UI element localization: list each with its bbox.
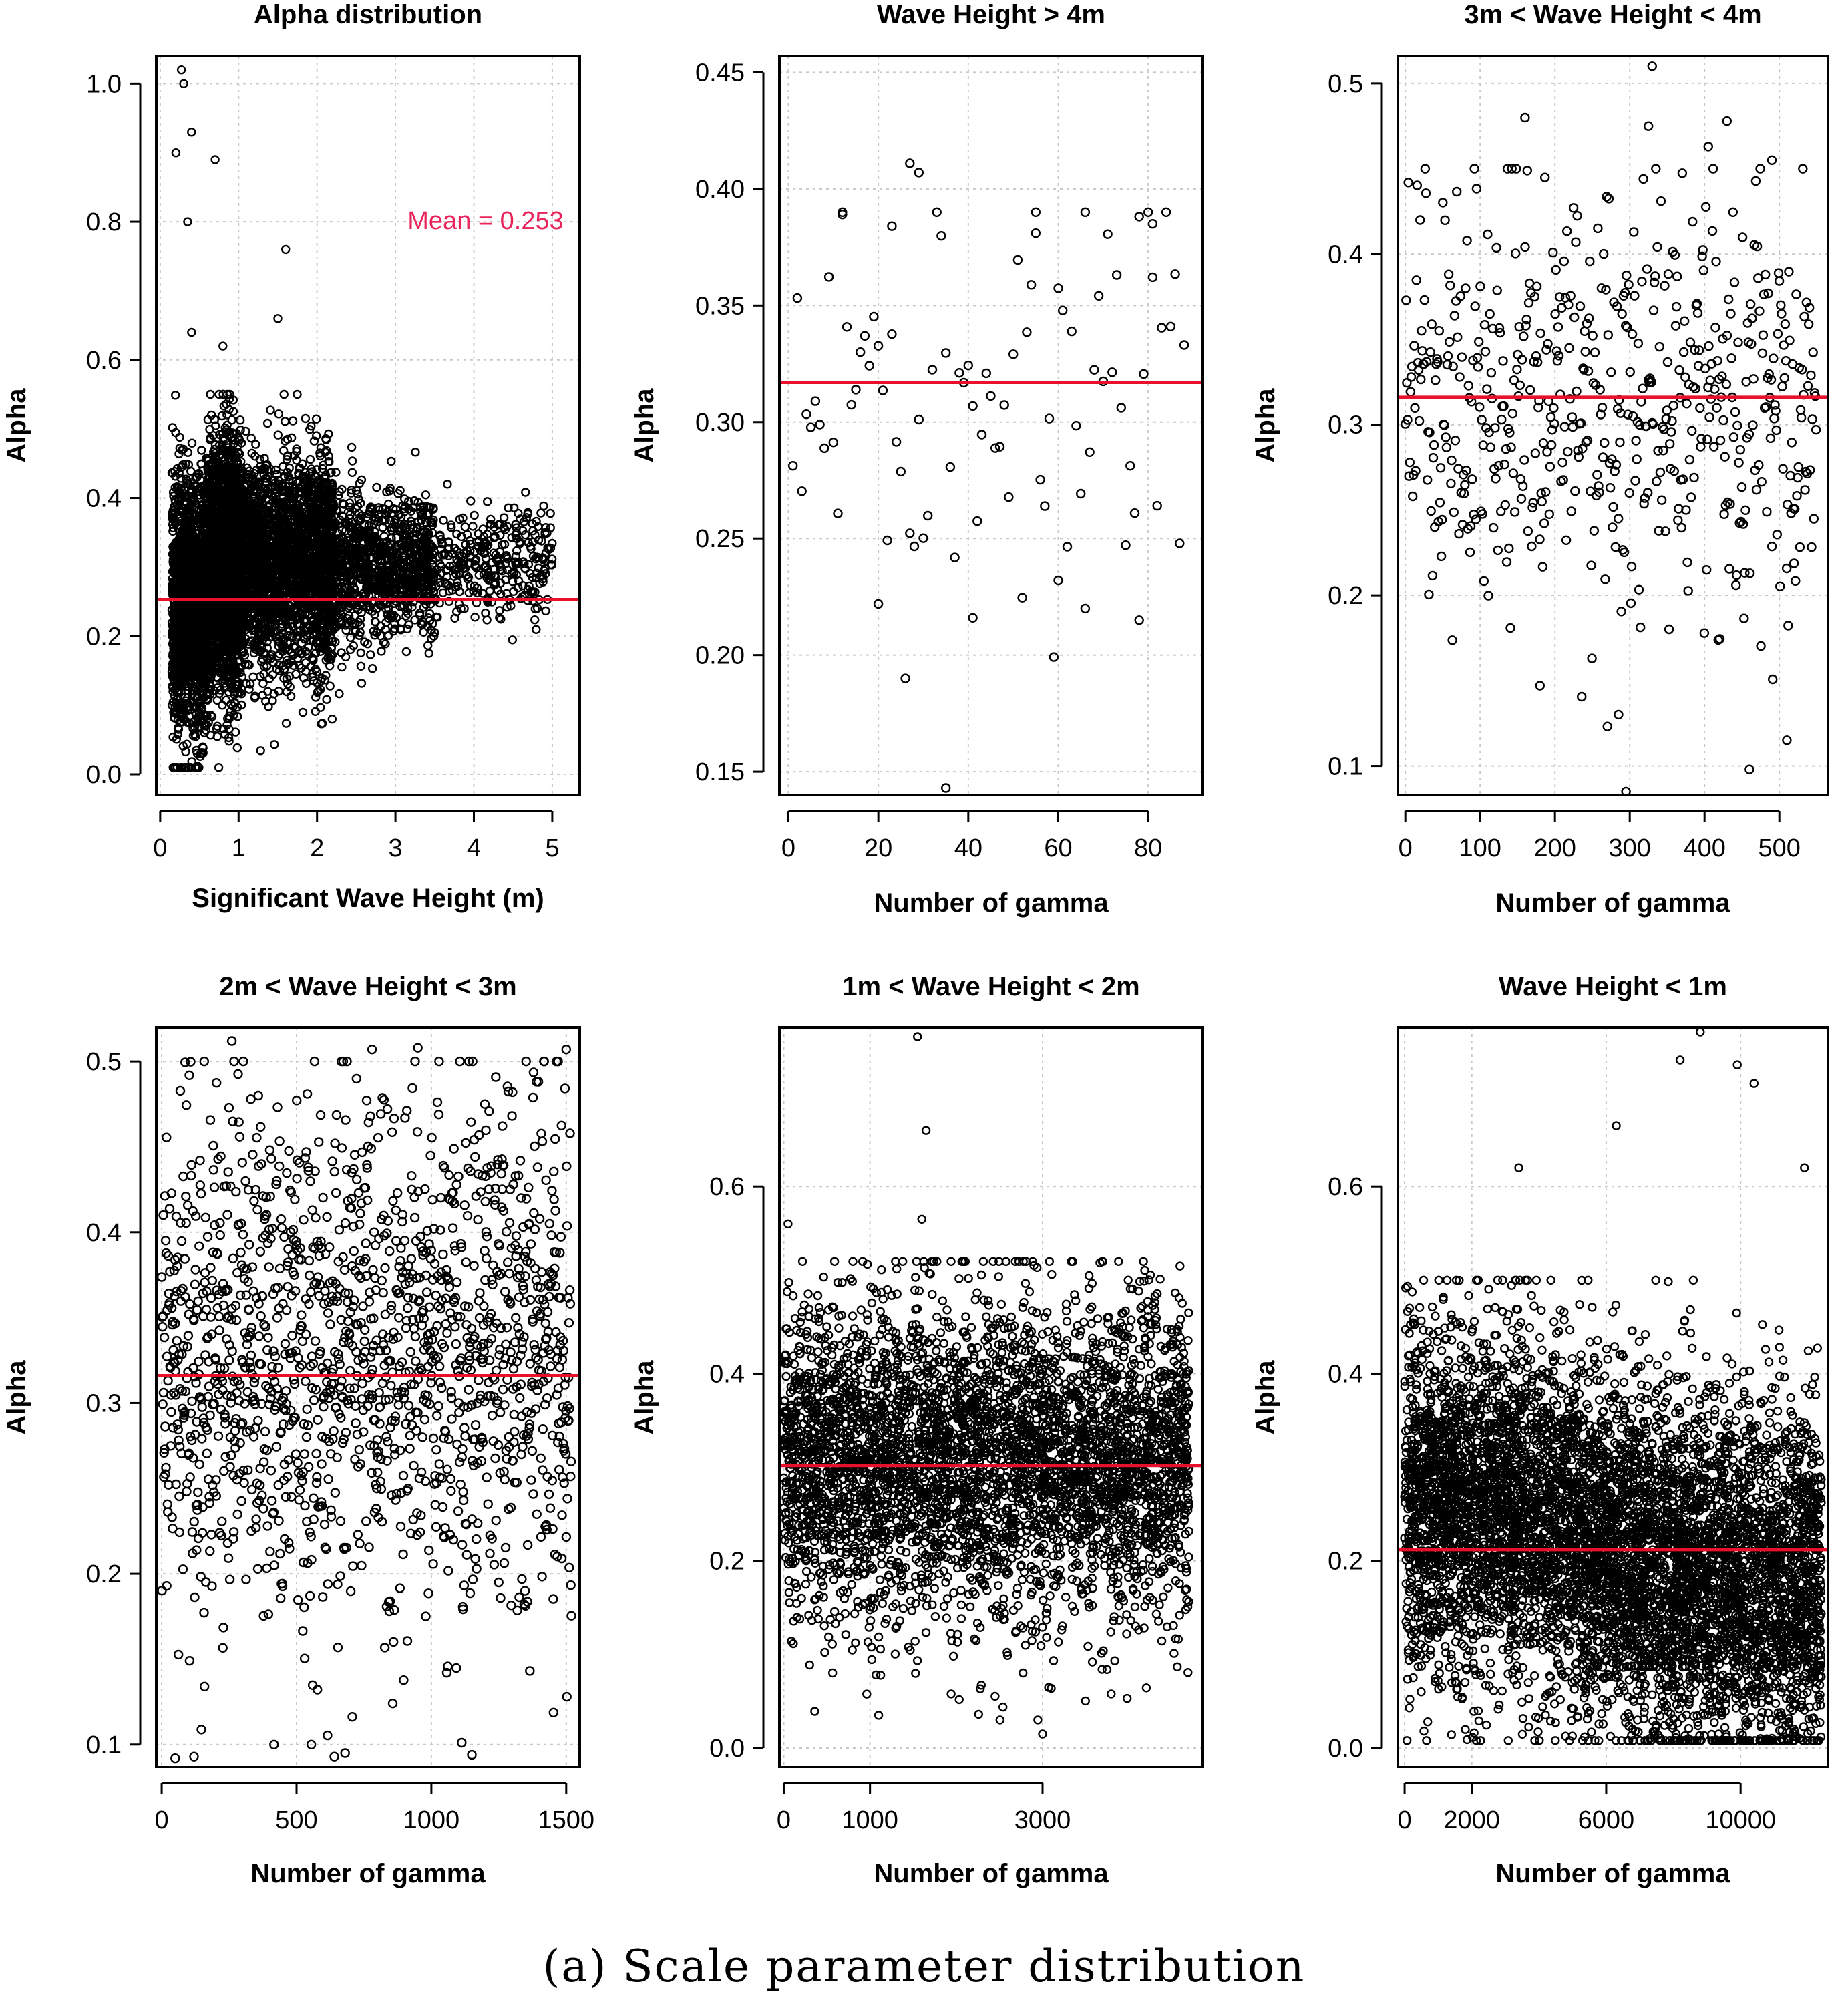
data-point bbox=[313, 415, 320, 423]
data-point bbox=[281, 417, 289, 425]
data-point bbox=[440, 517, 447, 524]
data-point bbox=[342, 653, 349, 661]
data-point bbox=[542, 607, 550, 615]
data-point bbox=[222, 697, 230, 704]
data-point bbox=[338, 649, 345, 657]
data-point bbox=[358, 680, 365, 687]
data-point bbox=[172, 391, 179, 399]
data-point bbox=[349, 458, 356, 465]
data-point bbox=[476, 572, 483, 579]
data-point bbox=[335, 690, 343, 697]
data-point bbox=[443, 480, 451, 488]
data-point bbox=[424, 642, 431, 649]
scale-parameter-figure: Alpha distribution Significant Wave Heig… bbox=[0, 0, 1848, 2010]
data-point bbox=[532, 626, 540, 633]
data-point bbox=[547, 510, 554, 517]
data-point bbox=[486, 587, 494, 595]
y-axis-label: Alpha bbox=[2, 388, 31, 463]
data-point bbox=[218, 412, 226, 420]
data-point bbox=[323, 696, 331, 703]
data-point bbox=[482, 609, 489, 617]
data-point bbox=[317, 704, 324, 711]
mean-annotation: Mean = 0.253 bbox=[407, 207, 563, 235]
data-point bbox=[215, 764, 222, 771]
data-point bbox=[274, 432, 282, 439]
data-point bbox=[373, 484, 380, 491]
data-point bbox=[329, 715, 336, 723]
data-point bbox=[496, 607, 503, 614]
data-point bbox=[307, 456, 314, 463]
panel-title: Alpha distribution bbox=[254, 0, 482, 29]
data-point bbox=[357, 649, 365, 657]
data-point bbox=[248, 434, 255, 442]
x-axis-label: Significant Wave Height (m) bbox=[192, 884, 544, 913]
data-point bbox=[540, 502, 548, 510]
data-point bbox=[461, 523, 469, 530]
data-point bbox=[377, 647, 385, 655]
panel-alpha-distribution: Alpha distribution Significant Wave Heig… bbox=[2, 0, 580, 913]
data-point bbox=[188, 440, 196, 447]
scatter-points bbox=[168, 66, 556, 771]
data-point bbox=[349, 469, 356, 476]
data-point bbox=[257, 747, 264, 754]
